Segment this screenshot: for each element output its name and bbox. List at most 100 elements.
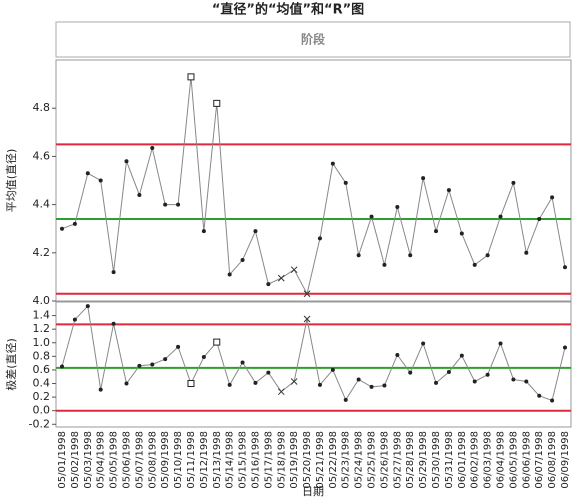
x-tick-label: 05/11/1998 bbox=[186, 431, 197, 489]
y-tick-label: 1.2 bbox=[33, 322, 51, 335]
point bbox=[290, 378, 298, 385]
point bbox=[317, 382, 322, 387]
plot-frame bbox=[55, 59, 572, 302]
point bbox=[72, 317, 77, 322]
point bbox=[472, 262, 477, 267]
point bbox=[213, 99, 221, 107]
y-axis-label: 平均值(直径) bbox=[4, 149, 18, 213]
x-tick-label: 05/01/1998 bbox=[57, 431, 68, 489]
point bbox=[98, 178, 103, 183]
point bbox=[163, 357, 168, 362]
point bbox=[201, 355, 206, 360]
x-tick-label: 05/13/1998 bbox=[212, 431, 223, 489]
x-tick-label: 06/07/1998 bbox=[534, 431, 545, 489]
point bbox=[511, 377, 516, 382]
point bbox=[382, 383, 387, 388]
point bbox=[150, 362, 155, 367]
point bbox=[550, 195, 555, 200]
point bbox=[277, 274, 285, 282]
point bbox=[485, 253, 490, 258]
point bbox=[303, 290, 311, 298]
x-tick-label: 05/10/1998 bbox=[173, 431, 184, 489]
point bbox=[459, 353, 464, 358]
point bbox=[213, 338, 221, 346]
point bbox=[290, 266, 298, 274]
point bbox=[187, 380, 195, 388]
point bbox=[227, 272, 232, 277]
x-tick-label: 06/01/1998 bbox=[457, 431, 468, 489]
y-tick-label: 4.8 bbox=[33, 101, 51, 114]
point bbox=[369, 384, 374, 389]
point bbox=[408, 253, 413, 258]
x-tick-label: 05/22/1998 bbox=[328, 431, 339, 489]
point bbox=[111, 321, 116, 326]
point bbox=[137, 192, 142, 197]
x-tick-label: 06/05/1998 bbox=[508, 431, 519, 489]
point bbox=[369, 214, 374, 219]
point bbox=[266, 370, 271, 375]
x-tick-label: 05/26/1998 bbox=[379, 431, 390, 489]
point bbox=[277, 388, 285, 396]
x-tick-label: 05/25/1998 bbox=[367, 431, 378, 489]
point bbox=[98, 387, 103, 392]
x-tick-label: 06/06/1998 bbox=[521, 431, 532, 489]
point bbox=[356, 253, 361, 258]
y-tick-label: 1.4 bbox=[33, 309, 51, 322]
x-tick-label: 05/15/1998 bbox=[238, 431, 249, 489]
point bbox=[111, 270, 116, 275]
chart-title: “直径”的“均值”和“R”图 bbox=[212, 2, 364, 18]
point bbox=[201, 229, 206, 234]
point bbox=[240, 258, 245, 263]
x-tick-label: 05/04/1998 bbox=[96, 431, 107, 489]
phase-box bbox=[55, 21, 571, 58]
point bbox=[382, 262, 387, 267]
y-tick-label: 4.2 bbox=[33, 246, 51, 259]
point bbox=[550, 398, 555, 403]
point bbox=[498, 214, 503, 219]
y-tick-label: -0.2 bbox=[29, 417, 50, 430]
point bbox=[163, 202, 168, 207]
point bbox=[395, 205, 400, 210]
point bbox=[434, 229, 439, 234]
x-tick-label: 05/24/1998 bbox=[354, 431, 365, 489]
y-tick-label: 0.4 bbox=[33, 377, 51, 390]
x-tick-label: 06/02/1998 bbox=[470, 431, 481, 489]
x-tick-label: 05/08/1998 bbox=[147, 431, 158, 489]
point bbox=[459, 231, 464, 236]
point bbox=[524, 250, 529, 255]
x-tick-label: 05/29/1998 bbox=[418, 431, 429, 489]
y-tick-label: 4.6 bbox=[33, 149, 51, 162]
x-tick-label: 05/02/1998 bbox=[70, 431, 81, 489]
point bbox=[303, 315, 311, 323]
x-tick-label: 05/05/1998 bbox=[109, 431, 120, 489]
y-tick-label: 0.6 bbox=[33, 363, 51, 376]
y-tick-label: 4.0 bbox=[33, 294, 51, 307]
series-line bbox=[61, 76, 566, 296]
point bbox=[408, 370, 413, 375]
x-axis-label: 日期 bbox=[302, 485, 324, 498]
x-tick-label: 05/06/1998 bbox=[121, 431, 132, 489]
point bbox=[317, 236, 322, 241]
point bbox=[446, 188, 451, 193]
x-tick-label: 05/19/1998 bbox=[289, 431, 300, 489]
series-line bbox=[61, 304, 566, 402]
point bbox=[356, 377, 361, 382]
x-tick-label: 05/27/1998 bbox=[392, 431, 403, 489]
point bbox=[330, 367, 335, 372]
x-tick-label: 05/14/1998 bbox=[225, 431, 236, 489]
x-tick-label: 05/21/1998 bbox=[315, 431, 326, 489]
x-tick-label: 05/31/1998 bbox=[444, 431, 455, 489]
point bbox=[498, 341, 503, 346]
point bbox=[85, 304, 90, 309]
point bbox=[253, 229, 258, 234]
point bbox=[421, 176, 426, 181]
point bbox=[176, 344, 181, 349]
x-tick-label: 05/28/1998 bbox=[405, 431, 416, 489]
y-tick-label: 0.0 bbox=[33, 404, 51, 417]
point bbox=[72, 221, 77, 226]
point bbox=[187, 73, 195, 81]
x-tick-label: 05/18/1998 bbox=[276, 431, 287, 489]
point bbox=[472, 379, 477, 384]
point bbox=[85, 171, 90, 176]
